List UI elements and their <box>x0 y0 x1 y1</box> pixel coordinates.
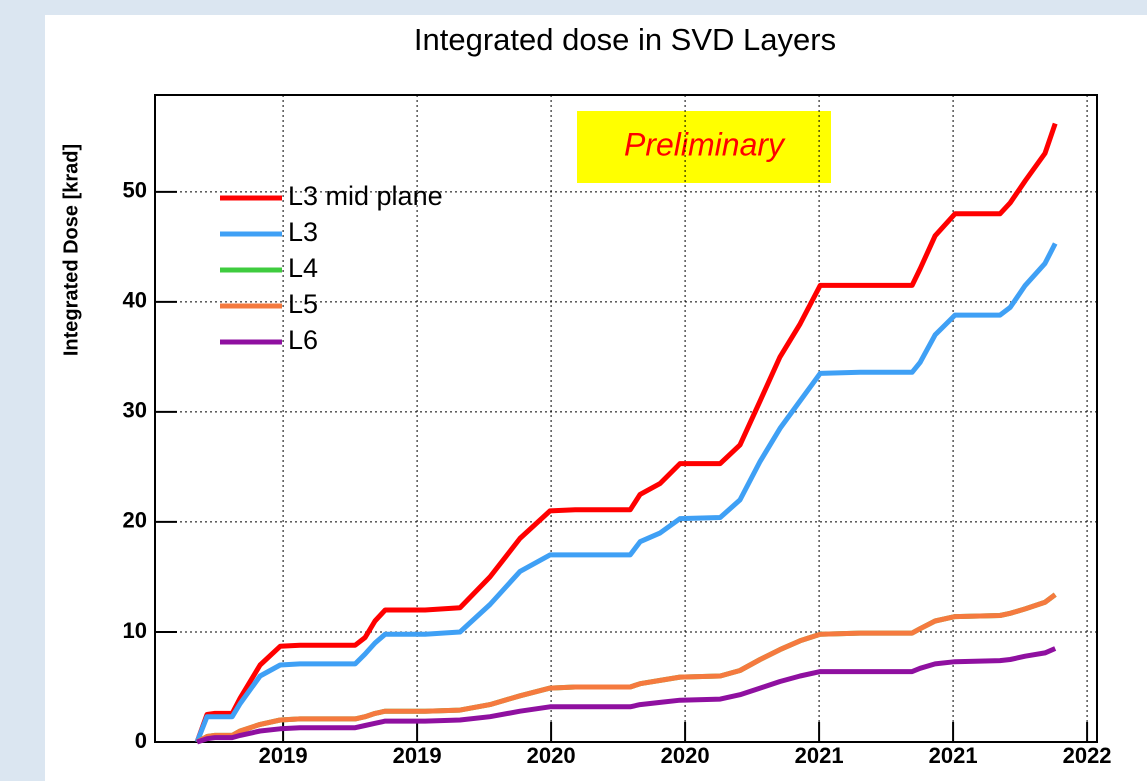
x-tick-label: 2021 <box>929 743 978 768</box>
annotation-box <box>577 111 831 183</box>
legend-label: L5 <box>288 289 318 319</box>
y-tick-label: 50 <box>123 178 147 203</box>
line-series <box>194 242 1058 743</box>
legend-label: L6 <box>288 325 318 355</box>
y-tick-label: 20 <box>123 508 147 533</box>
y-tick-label: 10 <box>123 618 147 643</box>
legend-label: L4 <box>288 253 318 283</box>
annotation: Preliminary <box>624 126 786 162</box>
x-tick-label: 2022 <box>1063 743 1112 768</box>
x-tick-label: 2019 <box>259 743 308 768</box>
line-series <box>195 592 1057 745</box>
x-tick-label: 2021 <box>795 743 844 768</box>
x-tick-label: 2019 <box>393 743 442 768</box>
plot-frame <box>154 94 1098 743</box>
chart-title: Integrated dose in SVD Layers <box>414 22 836 57</box>
line-series <box>196 646 1057 745</box>
legend-label: L3 <box>288 217 318 247</box>
legend-label: L3 mid plane <box>288 181 443 211</box>
line-series <box>194 122 1058 743</box>
y-tick-label: 30 <box>123 398 147 423</box>
y-tick-label: 0 <box>135 728 147 753</box>
y-axis-label: Integrated Dose [krad] <box>60 144 82 356</box>
x-tick-label: 2020 <box>527 743 576 768</box>
x-tick-label: 2020 <box>661 743 710 768</box>
y-tick-label: 40 <box>123 288 147 313</box>
